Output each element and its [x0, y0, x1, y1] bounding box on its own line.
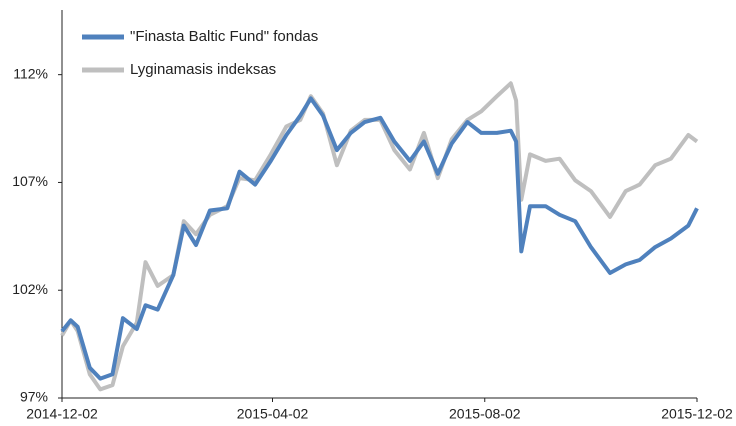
y-tick-label: 112% [13, 65, 48, 81]
series-line [60, 96, 699, 381]
y-tick-label: 97% [20, 389, 48, 405]
x-tick-label: 2015-04-02 [237, 406, 309, 422]
x-tick-label: 2015-08-02 [449, 406, 521, 422]
series-line [60, 81, 699, 392]
y-tick-label: 107% [12, 173, 48, 189]
x-tick-label: 2014-12-02 [26, 406, 98, 422]
x-tick-label: 2015-12-02 [661, 406, 733, 422]
legend-label: "Finasta Baltic Fund" fondas [130, 28, 318, 45]
legend-label: Lyginamasis indeksas [130, 61, 276, 78]
y-tick-label: 102% [12, 281, 48, 297]
